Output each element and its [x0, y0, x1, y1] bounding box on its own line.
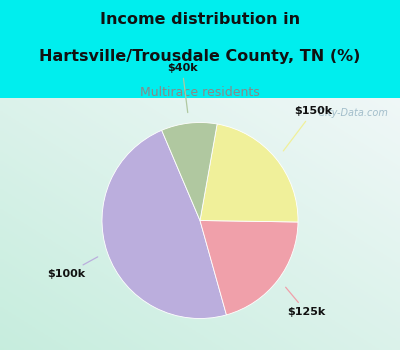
Wedge shape	[102, 130, 226, 318]
Text: $150k: $150k	[283, 106, 332, 151]
Text: Multirace residents: Multirace residents	[140, 86, 260, 99]
Text: $40k: $40k	[167, 63, 198, 113]
Wedge shape	[162, 122, 217, 220]
Text: City-Data.com: City-Data.com	[312, 108, 388, 118]
Text: Hartsville/Trousdale County, TN (%): Hartsville/Trousdale County, TN (%)	[39, 49, 361, 64]
Text: $125k: $125k	[286, 287, 326, 317]
Text: Income distribution in: Income distribution in	[100, 12, 300, 27]
Wedge shape	[200, 220, 298, 315]
Text: $100k: $100k	[48, 257, 98, 279]
Wedge shape	[200, 124, 298, 222]
